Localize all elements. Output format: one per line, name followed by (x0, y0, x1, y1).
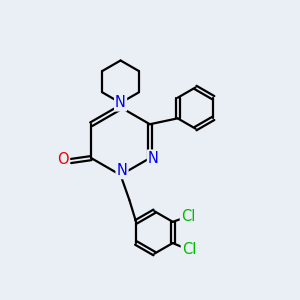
Text: O: O (57, 152, 69, 167)
Text: N: N (115, 95, 126, 110)
Text: N: N (148, 151, 159, 166)
Text: Cl: Cl (181, 209, 195, 224)
Text: N: N (117, 163, 128, 178)
Text: Cl: Cl (182, 242, 196, 257)
